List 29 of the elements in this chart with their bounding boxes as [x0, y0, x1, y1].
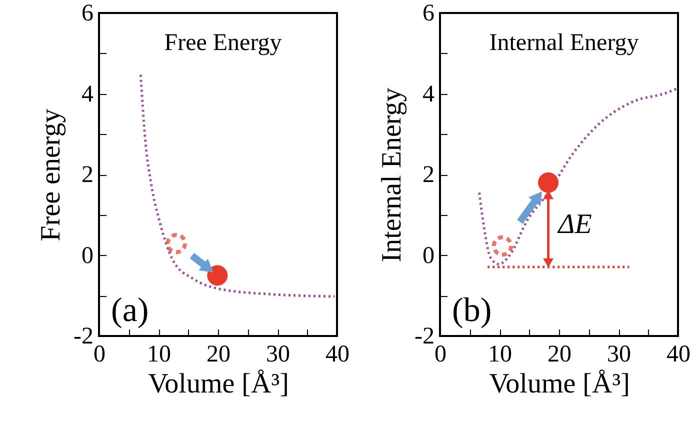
- x-axis-title: Volume [Å³]: [489, 368, 630, 400]
- y-tick-label: 2: [82, 162, 94, 188]
- line-series: [478, 86, 678, 266]
- x-tick-label: 30: [607, 342, 631, 368]
- x-tick-label: 20: [206, 342, 230, 368]
- y-tick-label: -2: [74, 324, 94, 350]
- text: Internal Energy: [489, 30, 639, 56]
- text: Free Energy: [164, 30, 282, 56]
- y-tick-label: 0: [82, 242, 94, 269]
- x-tick-label: 30: [266, 342, 290, 368]
- y-tick-label: 4: [82, 81, 94, 108]
- y-tick-label: 6: [82, 0, 94, 26]
- x-tick-label: 20: [548, 342, 572, 368]
- y-tick-label: 6: [422, 0, 434, 26]
- y-tick-label: 2: [422, 162, 434, 188]
- annotation: ΔE: [557, 208, 592, 240]
- y-tick-label: -2: [414, 324, 434, 350]
- y-axis-title: Free energy: [36, 108, 67, 242]
- annotation: (a): [111, 292, 149, 329]
- x-tick-label: 40: [666, 342, 690, 368]
- y-axis-title: Internal Energy: [376, 88, 408, 262]
- annotation: (b): [452, 292, 492, 329]
- x-tick-label: 10: [147, 342, 171, 368]
- x-tick-label: 10: [488, 342, 512, 368]
- y-tick-label: 4: [422, 81, 434, 108]
- x-axis-title: Volume [Å³]: [148, 368, 289, 400]
- y-tick-label: 0: [422, 242, 434, 269]
- line-series: [139, 74, 336, 298]
- x-tick-label: 40: [326, 342, 350, 368]
